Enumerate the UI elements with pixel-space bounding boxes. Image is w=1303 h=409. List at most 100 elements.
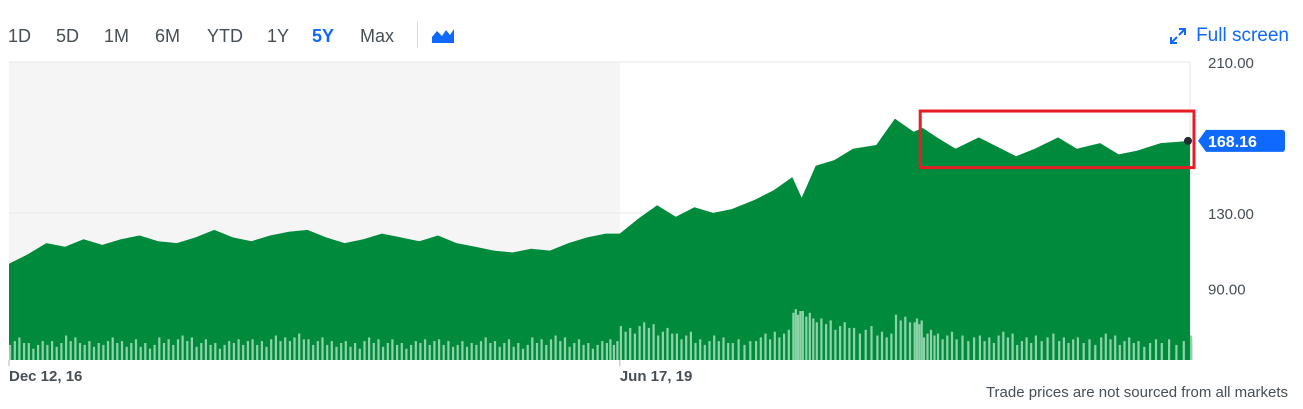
range-1d-button[interactable]: 1D xyxy=(8,22,31,50)
volume-bar xyxy=(442,344,445,360)
range-1y-button[interactable]: 1Y xyxy=(267,22,289,50)
last-price-dot xyxy=(1184,136,1192,145)
fullscreen-label: Full screen xyxy=(1196,25,1289,46)
volume-bar xyxy=(209,344,212,360)
volume-bar xyxy=(405,348,408,360)
volume-bar xyxy=(1137,341,1140,360)
volume-bar xyxy=(484,337,487,360)
volume-bar xyxy=(330,341,333,360)
volume-bar xyxy=(265,346,268,360)
volume-bar xyxy=(18,337,21,360)
volume-bar xyxy=(591,348,594,360)
volume-bar xyxy=(1104,333,1107,360)
volume-bar xyxy=(717,341,720,360)
y-tick-label: 90.00 xyxy=(1208,281,1246,298)
volume-bar xyxy=(638,326,641,360)
volume-bar xyxy=(1114,335,1117,360)
volume-bar xyxy=(616,341,619,360)
volume-bar xyxy=(885,337,888,360)
volume-bar xyxy=(1100,337,1103,360)
volume-bar xyxy=(218,348,221,360)
volume-bar xyxy=(377,339,380,360)
volume-bar xyxy=(605,343,608,360)
range-toolbar: 1D 5D 1M 6M YTD 1Y 5Y Max Full screen xyxy=(0,0,1303,62)
volume-bar xyxy=(1123,341,1126,360)
volume-bar xyxy=(372,343,375,360)
volume-bar xyxy=(904,316,907,360)
volume-bar xyxy=(950,331,954,360)
y-tick-label: 210.00 xyxy=(1208,55,1254,72)
x-tick-label: Jun 17, 19 xyxy=(620,368,693,385)
volume-bar xyxy=(955,339,958,360)
volume-bar xyxy=(661,331,664,360)
volume-bar xyxy=(805,316,808,360)
volume-bar xyxy=(358,348,361,360)
volume-bar xyxy=(749,341,752,360)
volume-bar xyxy=(992,343,995,360)
volume-bar xyxy=(839,326,842,360)
volume-bar xyxy=(848,327,851,360)
volume-bar xyxy=(1067,343,1070,360)
volume-bar xyxy=(162,343,166,360)
volume-bar xyxy=(517,343,520,360)
volume-bar xyxy=(23,343,26,360)
volume-bar xyxy=(624,331,627,360)
volume-bar xyxy=(419,343,422,360)
volume-bar xyxy=(479,341,483,360)
volume-bar xyxy=(703,344,706,360)
volume-bar xyxy=(167,339,170,360)
volume-bar xyxy=(689,331,692,360)
volume-bar xyxy=(65,335,68,360)
volume-bar xyxy=(363,341,366,360)
range-1m-button[interactable]: 1M xyxy=(104,22,129,50)
volume-bar xyxy=(195,346,198,360)
volume-bar xyxy=(493,341,497,360)
volume-bar xyxy=(629,327,632,360)
volume-bar xyxy=(410,344,413,360)
range-6m-button[interactable]: 6M xyxy=(155,22,180,50)
volume-bar xyxy=(1168,339,1171,360)
volume-bar xyxy=(102,344,105,360)
volume-bar xyxy=(722,337,725,360)
volume-bar xyxy=(1088,339,1091,360)
volume-bar xyxy=(321,337,324,360)
volume-bar xyxy=(204,339,207,360)
volume-bar xyxy=(1058,341,1061,360)
volume-bar xyxy=(228,341,231,360)
range-5y-button[interactable]: 5Y xyxy=(312,22,334,50)
volume-bar xyxy=(918,324,921,360)
price-area xyxy=(9,118,1190,360)
volume-bar xyxy=(428,344,431,360)
volume-bar xyxy=(1006,337,1009,360)
volume-bar xyxy=(1143,346,1146,360)
volume-bar xyxy=(433,341,436,360)
volume-bar xyxy=(46,344,49,360)
volume-bar xyxy=(769,339,772,360)
range-max-button[interactable]: Max xyxy=(360,22,394,50)
volume-bar xyxy=(1128,337,1131,360)
volume-bar xyxy=(978,335,981,360)
last-price-badge xyxy=(1198,129,1285,152)
volume-bar xyxy=(755,341,758,360)
volume-bar xyxy=(933,335,936,360)
volume-bar xyxy=(619,326,622,360)
volume-bar xyxy=(643,322,646,360)
volume-bar xyxy=(820,318,823,360)
volume-bar xyxy=(312,344,315,360)
volume-bar xyxy=(825,324,828,360)
range-5d-button[interactable]: 5D xyxy=(56,22,79,50)
volume-bar xyxy=(176,339,180,360)
volume-bar xyxy=(1175,344,1178,360)
volume-bar xyxy=(908,322,912,360)
volume-bar xyxy=(349,346,352,360)
fullscreen-button[interactable]: Full screen xyxy=(1168,22,1289,50)
volume-bar xyxy=(526,344,529,360)
range-ytd-button[interactable]: YTD xyxy=(207,22,243,50)
volume-bar xyxy=(172,344,175,360)
volume-bar xyxy=(335,346,338,360)
volume-bar xyxy=(792,312,795,360)
mountain-chart-icon[interactable] xyxy=(428,24,458,48)
volume-bar xyxy=(503,343,506,360)
volume-bar xyxy=(9,344,12,360)
